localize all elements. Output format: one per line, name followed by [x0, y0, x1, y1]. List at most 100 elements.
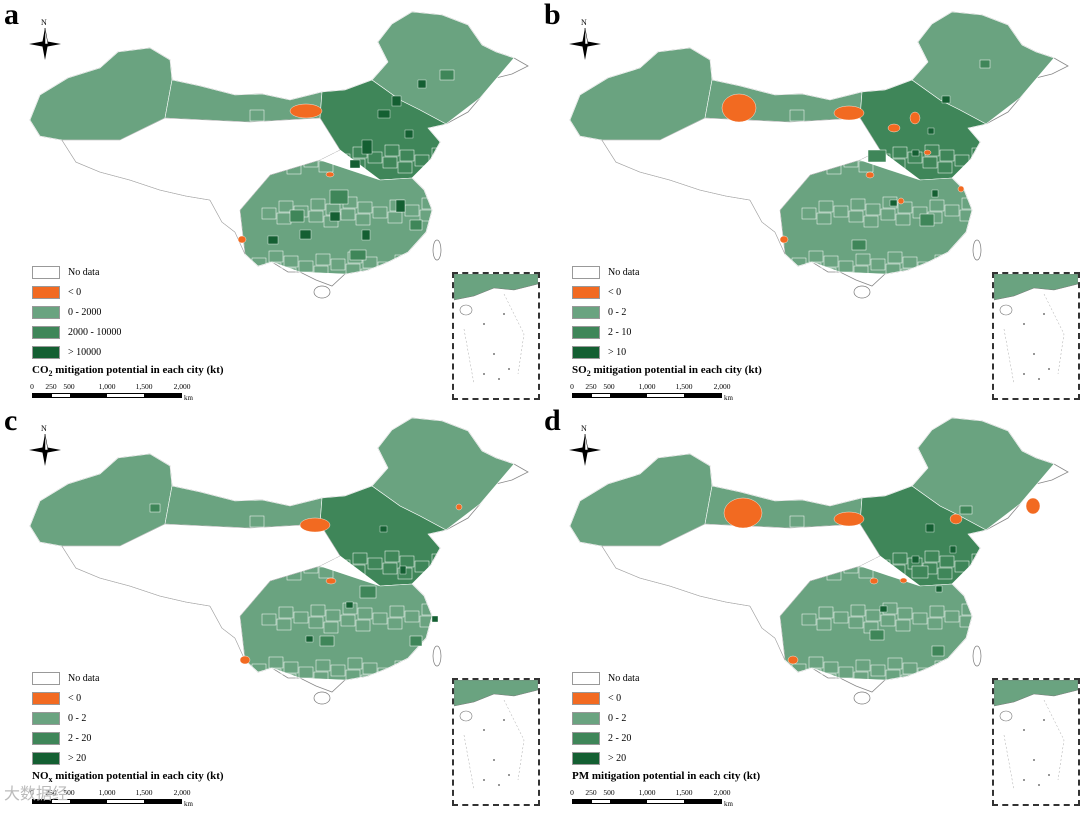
- city-boundary: [828, 556, 844, 569]
- city-boundary: [823, 661, 839, 674]
- inset-island: [1033, 759, 1035, 761]
- city-boundary: [823, 255, 839, 268]
- scale-tick-label: 0: [570, 382, 574, 391]
- city-boundary: [976, 608, 992, 621]
- city-region: [329, 211, 341, 222]
- city-boundary: [256, 558, 272, 571]
- city-boundary: [313, 671, 329, 684]
- inset-island: [1048, 774, 1050, 776]
- city-boundary: [791, 257, 807, 270]
- inset-hainan: [999, 304, 1013, 316]
- legend-item: > 10000: [32, 342, 121, 362]
- city-boundary: [367, 151, 383, 164]
- city-region: [859, 485, 987, 587]
- city-boundary: [954, 560, 970, 573]
- inset-boundary: [463, 699, 525, 791]
- city-region: [299, 229, 312, 240]
- city-boundary: [808, 656, 824, 669]
- inset-island: [508, 368, 510, 370]
- legend-swatch: [572, 711, 600, 725]
- legend-label: 0 - 2: [68, 712, 87, 724]
- city-boundary: [424, 670, 440, 683]
- map-panel-a: N a No data < 0 0 - 2000 2000 - 10000 > 1000…: [0, 0, 540, 406]
- city-boundary: [355, 213, 371, 226]
- negative-city-region: [897, 197, 905, 205]
- city-boundary: [399, 149, 415, 162]
- caption-pollutant: CO: [32, 364, 49, 376]
- city-boundary: [266, 668, 282, 681]
- legend-swatch: [572, 345, 600, 359]
- city-boundary: [286, 568, 302, 581]
- legend-item: 0 - 2000: [32, 302, 121, 322]
- scale-tick-label: 2,000: [173, 788, 191, 797]
- city-boundary: [897, 607, 913, 620]
- map-caption: PM mitigation potential in each city (kt…: [572, 770, 760, 784]
- scale-tick-label: 500: [603, 788, 615, 797]
- caption-text: mitigation potential in each city (kt): [589, 770, 761, 782]
- city-boundary: [937, 567, 953, 580]
- city-boundary: [421, 603, 437, 616]
- city-boundary: [303, 155, 319, 168]
- city-boundary: [281, 673, 297, 686]
- city-boundary: [308, 210, 324, 223]
- legend-swatch: [32, 711, 60, 725]
- inset-boundary: [1003, 293, 1065, 385]
- city-region: [931, 189, 939, 198]
- city-boundary: [924, 550, 940, 563]
- hainan-outline: [313, 691, 331, 705]
- legend-label: No data: [68, 266, 100, 278]
- hainan-outline: [853, 691, 871, 705]
- city-boundary: [912, 612, 928, 625]
- legend-item: 0 - 2: [572, 708, 639, 728]
- negative-city-region: [957, 185, 965, 193]
- city-region: [911, 149, 920, 157]
- legend: No data < 0 0 - 2 2 - 20 > 20: [572, 668, 639, 768]
- city-boundary: [821, 673, 837, 686]
- negative-city-region: [865, 171, 875, 179]
- north-label: N: [41, 18, 47, 27]
- city-boundary: [276, 618, 292, 631]
- city-region: [399, 565, 407, 575]
- city-boundary: [902, 256, 918, 269]
- city-boundary: [409, 665, 425, 678]
- inset-island: [503, 719, 505, 721]
- legend-item: No data: [32, 262, 121, 282]
- city-boundary: [976, 202, 992, 215]
- city-boundary: [330, 258, 346, 271]
- city-boundary: [436, 202, 452, 215]
- city-boundary: [278, 200, 294, 213]
- city-boundary: [394, 254, 410, 267]
- negative-city-region: [299, 517, 331, 533]
- city-boundary: [969, 159, 985, 172]
- south-china-sea-inset: [992, 272, 1080, 400]
- legend-swatch: [32, 691, 60, 705]
- legend-item: 0 - 2: [572, 302, 639, 322]
- city-boundary: [959, 209, 975, 222]
- caption-pollutant: PM: [572, 770, 590, 782]
- city-boundary: [813, 551, 829, 564]
- scale-tick-label: 500: [63, 382, 75, 391]
- city-region: [395, 199, 406, 213]
- map-panel-d: N d No data < 0 0 - 2 2 - 20 > 20 PM mitigat…: [540, 404, 1080, 812]
- inset-island: [508, 774, 510, 776]
- legend-item: > 20: [32, 748, 99, 768]
- city-boundary: [283, 255, 299, 268]
- city-boundary: [389, 605, 405, 618]
- negative-city-region: [787, 655, 799, 665]
- city-boundary: [357, 607, 373, 620]
- city-region: [911, 565, 929, 579]
- city-boundary: [320, 554, 336, 567]
- legend-label: 0 - 2: [608, 306, 627, 318]
- city-boundary: [937, 161, 953, 174]
- legend-item: 2 - 20: [572, 728, 639, 748]
- panel-letter: d: [544, 404, 561, 437]
- city-region: [879, 605, 888, 613]
- north-label: N: [41, 424, 47, 433]
- city-boundary: [271, 157, 287, 170]
- city-boundary: [853, 671, 869, 684]
- city-boundary: [806, 668, 822, 681]
- city-boundary: [971, 553, 987, 566]
- legend-swatch: [572, 731, 600, 745]
- map-caption: SO2 mitigation potential in each city (k…: [572, 364, 762, 378]
- city-boundary: [345, 669, 361, 682]
